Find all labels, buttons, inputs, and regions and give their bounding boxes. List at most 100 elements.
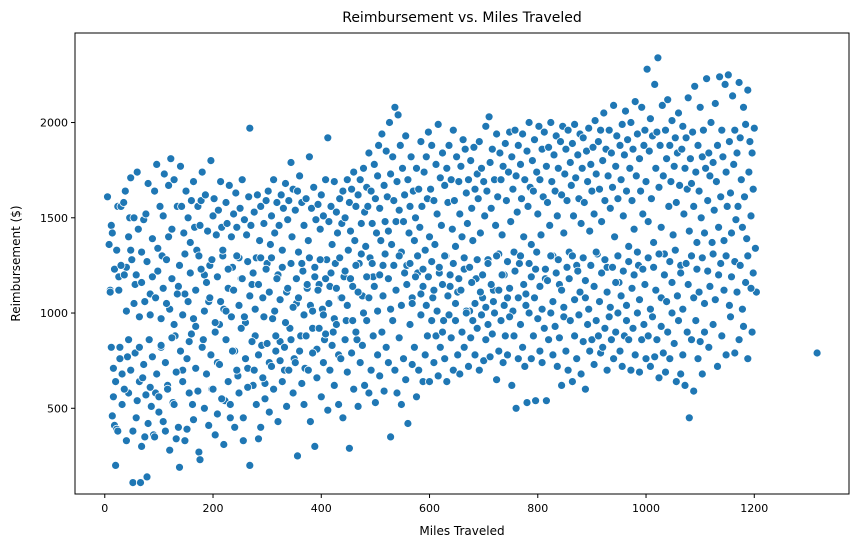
data-point <box>670 245 680 255</box>
data-point <box>466 156 476 166</box>
data-point <box>485 158 495 167</box>
data-point <box>277 377 287 387</box>
data-point <box>739 102 748 112</box>
data-point <box>609 354 618 364</box>
data-point <box>588 142 598 152</box>
y-tick-label: 500 <box>47 402 68 415</box>
data-point <box>461 188 471 198</box>
data-point <box>399 354 408 364</box>
data-point <box>571 173 581 183</box>
data-point <box>520 175 530 185</box>
data-point <box>447 224 457 234</box>
data-point <box>657 101 667 110</box>
data-point <box>425 377 434 387</box>
data-point <box>688 127 697 137</box>
data-point <box>194 447 204 457</box>
data-point <box>713 140 722 150</box>
data-point <box>643 217 653 227</box>
data-point <box>185 268 195 278</box>
data-point <box>462 219 472 228</box>
data-point <box>617 361 627 371</box>
data-point <box>497 230 507 240</box>
data-point <box>526 354 536 364</box>
data-point <box>284 196 294 206</box>
data-point <box>178 377 188 387</box>
data-point <box>697 369 707 379</box>
data-point <box>633 129 642 139</box>
data-point <box>162 299 171 308</box>
data-point <box>697 152 707 162</box>
data-point <box>520 361 530 371</box>
data-point <box>254 280 263 289</box>
data-point <box>455 369 465 379</box>
data-point <box>137 247 147 257</box>
data-point <box>442 377 452 387</box>
data-point <box>480 211 490 221</box>
data-point <box>245 460 255 470</box>
data-point <box>378 291 388 301</box>
data-point <box>172 289 182 299</box>
data-point <box>334 400 344 409</box>
data-point <box>568 139 577 148</box>
data-point <box>411 213 420 223</box>
data-point <box>490 308 499 318</box>
data-point <box>565 316 575 326</box>
data-point <box>134 312 144 322</box>
data-point <box>299 220 309 230</box>
data-point <box>472 255 482 265</box>
data-point <box>394 333 404 343</box>
data-point <box>159 169 169 179</box>
data-point <box>414 365 424 375</box>
data-point <box>353 287 363 297</box>
data-point <box>207 255 217 265</box>
data-point <box>715 72 724 82</box>
data-point <box>692 264 702 274</box>
data-point <box>617 120 627 129</box>
data-point <box>243 257 253 267</box>
data-point <box>529 186 538 196</box>
data-point <box>639 140 649 150</box>
data-point <box>712 177 721 187</box>
data-point <box>183 213 193 223</box>
data-point <box>544 335 553 345</box>
data-point <box>624 335 634 345</box>
data-point <box>383 358 393 368</box>
data-point <box>282 401 292 411</box>
data-point <box>579 198 589 207</box>
data-point <box>700 299 709 308</box>
data-point <box>589 281 599 291</box>
data-point <box>381 342 391 352</box>
data-point <box>269 175 279 185</box>
data-point <box>293 451 302 461</box>
x-axis-label: Miles Traveled <box>419 524 504 538</box>
data-point <box>649 262 658 272</box>
data-point <box>604 312 614 322</box>
data-point <box>656 321 666 331</box>
data-point <box>530 293 539 303</box>
data-point <box>561 346 571 356</box>
data-point <box>640 125 650 135</box>
data-point <box>521 300 531 310</box>
data-point <box>315 224 325 234</box>
data-point <box>613 251 623 261</box>
data-point <box>559 302 569 312</box>
data-point <box>372 228 381 238</box>
data-point <box>175 462 184 472</box>
data-point <box>171 367 181 377</box>
y-tick-label: 1000 <box>40 307 68 320</box>
data-point <box>646 114 655 124</box>
data-point <box>165 445 175 455</box>
data-point <box>331 207 341 217</box>
data-point <box>445 270 455 280</box>
data-point <box>444 310 454 320</box>
data-point <box>689 201 699 211</box>
data-point <box>492 375 502 385</box>
data-point <box>733 201 743 211</box>
data-point <box>281 179 290 188</box>
data-point <box>394 251 404 261</box>
data-point <box>735 260 745 270</box>
data-point <box>273 417 283 427</box>
data-point <box>577 163 587 173</box>
data-point <box>620 150 629 160</box>
data-point <box>615 140 625 150</box>
